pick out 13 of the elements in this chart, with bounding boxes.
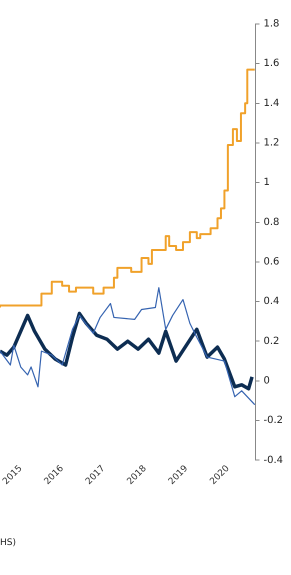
text: HS) [0,538,16,548]
y-tick-label: 0.6 [263,256,280,268]
y-tick-label: 0 [263,375,270,386]
y-tick-label: 1.6 [263,58,280,70]
y-tick-label: 0.4 [263,296,280,308]
y-tick-label: 0.2 [263,336,280,347]
y-tick-label: -0.2 [263,415,284,426]
y-tick-label: 1 [263,177,270,188]
y-tick-label: 1.8 [263,18,280,30]
y-tick-label: 0.8 [263,216,280,228]
y-tick-label: 1.2 [263,138,280,149]
y-tick-label: 1.4 [263,98,280,109]
y-tick-label: -0.4 [263,454,284,466]
